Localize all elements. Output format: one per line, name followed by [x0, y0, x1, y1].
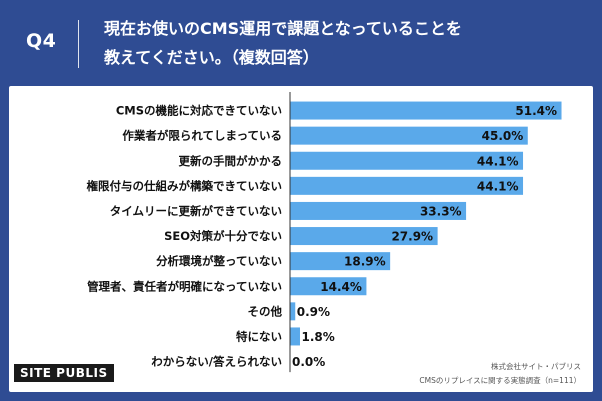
- value-label: 51.4%: [515, 104, 557, 118]
- bar-chart: CMSの機能に対応できていない 51.4% 作業者が限られてしまっている 45.0% 更…: [87, 92, 562, 373]
- bar: [290, 227, 438, 246]
- value-label: 0.9%: [297, 305, 330, 319]
- question-title-line1: 現在お使いのCMS運用で課題となっていることを: [104, 19, 462, 38]
- category-label: 分析環境が整っていない: [156, 254, 282, 268]
- header: Q4 現在お使いのCMS運用で課題となっていることを 教えてください。（複数回答…: [0, 0, 602, 86]
- value-label: 14.4%: [320, 280, 362, 294]
- category-label: 作業者が限られてしまっている: [122, 129, 282, 143]
- value-label: 1.8%: [301, 330, 334, 344]
- category-label: SEO対策が十分でない: [164, 229, 282, 243]
- category-label: 管理者、責任者が明確になっていない: [87, 279, 282, 293]
- category-label: その他: [248, 304, 283, 318]
- bar: [290, 176, 524, 195]
- question-title-line2: 教えてください。（複数回答）: [104, 48, 319, 67]
- question-number: Q4: [26, 30, 57, 52]
- chart-panel: CMSの機能に対応できていない 51.4% 作業者が限られてしまっている 45.0% 更…: [9, 86, 593, 392]
- category-label: タイムリーに更新ができていない: [110, 204, 282, 218]
- category-label: CMSの機能に対応できていない: [116, 104, 282, 118]
- question-title: 現在お使いのCMS運用で課題となっていることを 教えてください。（複数回答）: [104, 14, 584, 72]
- site-publis-logo: SITE PUBLIS: [14, 364, 114, 382]
- bar: [290, 302, 296, 321]
- value-label: 18.9%: [344, 255, 386, 269]
- bar: [290, 126, 528, 145]
- value-label: 45.0%: [482, 129, 524, 143]
- bar: [290, 101, 562, 120]
- bar: [290, 151, 524, 170]
- category-label: 更新の手間がかかる: [179, 154, 283, 168]
- bar: [290, 327, 300, 346]
- bar: [290, 201, 467, 220]
- bar: [290, 252, 391, 271]
- value-label: 44.1%: [477, 154, 519, 168]
- value-label: 0.0%: [292, 355, 325, 369]
- source-survey: CMSのリプレイスに関する実態調査（n=111）: [419, 376, 581, 385]
- category-label: わからない/答えられない: [151, 355, 282, 369]
- value-label: 44.1%: [477, 179, 519, 193]
- category-label: 権限付与の仕組みが構築できていない: [87, 179, 283, 193]
- value-label: 33.3%: [420, 204, 462, 218]
- bar: [290, 277, 367, 296]
- category-label: 特にない: [236, 329, 282, 343]
- header-divider: [78, 20, 79, 68]
- value-label: 27.9%: [391, 230, 433, 244]
- source-company: 株式会社サイト・パブリス: [491, 362, 581, 371]
